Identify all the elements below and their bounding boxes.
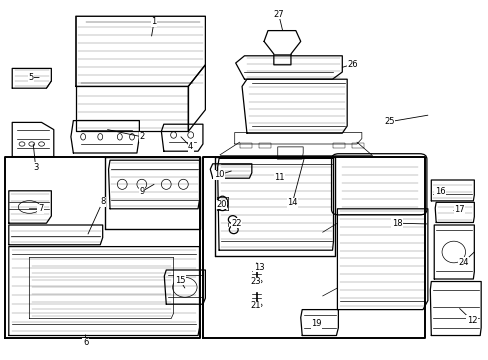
Ellipse shape (187, 132, 193, 138)
Text: 11: 11 (274, 173, 285, 182)
Ellipse shape (117, 134, 122, 140)
FancyBboxPatch shape (331, 154, 426, 215)
Ellipse shape (117, 179, 127, 189)
Text: 26: 26 (347, 60, 358, 69)
Text: 3: 3 (33, 163, 38, 172)
Ellipse shape (441, 241, 465, 263)
Ellipse shape (129, 134, 134, 140)
Ellipse shape (229, 226, 238, 234)
Ellipse shape (228, 216, 237, 224)
Text: 27: 27 (273, 10, 284, 19)
Ellipse shape (251, 279, 262, 284)
Ellipse shape (217, 196, 227, 211)
Ellipse shape (98, 134, 102, 140)
Text: 23: 23 (249, 277, 260, 287)
Text: 2: 2 (139, 132, 144, 141)
Text: 5: 5 (28, 73, 33, 82)
Text: 7: 7 (38, 204, 43, 213)
Text: 15: 15 (174, 276, 185, 284)
Text: 13: 13 (253, 263, 264, 272)
Text: 25: 25 (384, 117, 394, 126)
Ellipse shape (19, 142, 25, 146)
Ellipse shape (170, 132, 176, 138)
Text: 22: 22 (230, 219, 241, 228)
Ellipse shape (178, 179, 188, 189)
Text: 1: 1 (151, 17, 156, 26)
Text: 9: 9 (139, 187, 144, 196)
Text: 19: 19 (310, 320, 321, 328)
Ellipse shape (19, 201, 40, 213)
Text: 12: 12 (466, 316, 476, 325)
Ellipse shape (161, 179, 171, 189)
Text: 18: 18 (391, 219, 402, 228)
Text: 14: 14 (286, 198, 297, 207)
Text: 10: 10 (213, 171, 224, 180)
Text: 21: 21 (249, 302, 260, 310)
Ellipse shape (81, 134, 85, 140)
Ellipse shape (172, 277, 197, 297)
Text: 24: 24 (457, 258, 468, 266)
Ellipse shape (137, 179, 146, 189)
Text: 17: 17 (453, 205, 464, 214)
Text: 16: 16 (434, 187, 445, 197)
Text: 4: 4 (188, 143, 193, 152)
Text: 6: 6 (83, 338, 88, 347)
Text: 20: 20 (216, 200, 226, 209)
Text: 8: 8 (100, 197, 105, 206)
Ellipse shape (29, 142, 35, 146)
Ellipse shape (39, 142, 44, 146)
Ellipse shape (251, 303, 262, 307)
